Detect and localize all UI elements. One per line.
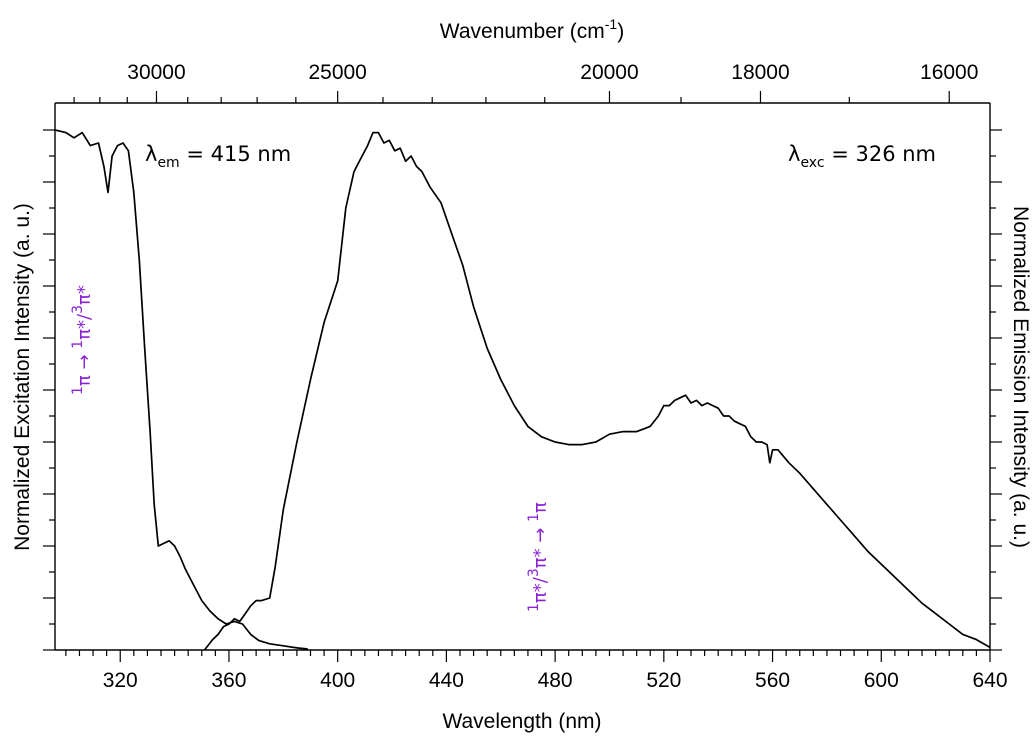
transition-part: π (530, 502, 551, 513)
x-tick-label: 360 (211, 669, 246, 692)
x2-tick-label: 18000 (731, 61, 789, 84)
x2-tick-label: 25000 (308, 61, 366, 84)
transition-label-emission: 1π*/3π* → 1π (526, 502, 551, 612)
x2-tick-label: 30000 (127, 61, 185, 84)
lambda-symbol: λ (788, 142, 800, 166)
transition-part: 1 (526, 603, 542, 612)
excitation-wavelength-label: λem = 415 nm (145, 142, 291, 171)
emission-wavelength-label: λexc = 326 nm (788, 142, 936, 171)
x-tick-label: 320 (103, 669, 138, 692)
x-tick-label: 600 (864, 669, 899, 692)
top-axis-title-main: Wavenumber (cm (440, 20, 605, 43)
left-axis-title: Normalized Excitation Intensity (a. u.) (11, 203, 34, 551)
transition-part: 3 (70, 305, 86, 314)
top-axis-title-close: ) (617, 20, 624, 43)
x-tick-label: 440 (429, 669, 464, 692)
transition-part: 1 (526, 513, 542, 522)
x-tick-label: 640 (972, 669, 1007, 692)
emission-curve (203, 131, 991, 651)
transition-part: π → (74, 349, 95, 386)
transition-part: 1 (70, 386, 86, 395)
transition-part: π*/ (74, 313, 95, 340)
transition-part: π*/ (530, 576, 551, 603)
transition-label-absorption: 1π → 1π*/3π* (70, 285, 95, 395)
axis-ticks (43, 91, 1002, 662)
x-tick-label: 560 (755, 669, 790, 692)
top-axis-title: Wavenumber (cm-1) (440, 16, 624, 43)
x-axis-title: Wavelength (nm) (442, 710, 601, 733)
transition-part: π* (74, 285, 95, 305)
lambda-symbol: λ (145, 142, 157, 166)
top-axis-title-exponent: -1 (605, 16, 618, 32)
lambda-subscript: em (157, 155, 179, 171)
lambda-value: = 415 nm (180, 142, 291, 166)
lambda-subscript: exc (800, 155, 824, 171)
x2-tick-label: 20000 (580, 61, 638, 84)
transition-part: π* → (530, 522, 551, 568)
excitation-curve (54, 129, 308, 650)
right-axis-title: Normalized Emission Intensity (a. u.) (1009, 206, 1032, 548)
x-tick-label: 480 (538, 669, 573, 692)
transition-part: 3 (526, 568, 542, 577)
lambda-value: = 326 nm (825, 142, 936, 166)
axis-tick-labels: 320 360 400 440 480 520 560 600 640 30000 25000 200… (103, 61, 1008, 692)
x-tick-label: 400 (320, 669, 355, 692)
transition-part: 1 (70, 340, 86, 349)
x-tick-label: 520 (646, 669, 681, 692)
x2-tick-label: 16000 (920, 61, 978, 84)
